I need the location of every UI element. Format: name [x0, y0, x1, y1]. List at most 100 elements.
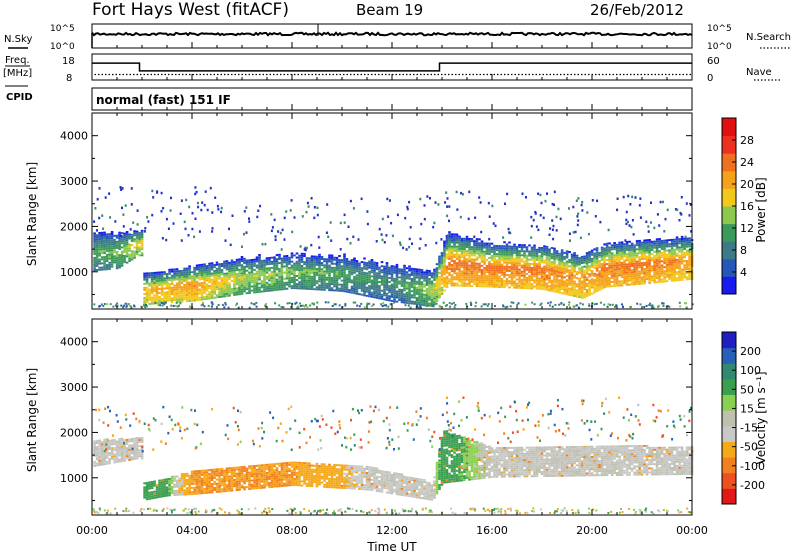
velocity-cell — [140, 439, 144, 441]
power-cell — [385, 284, 389, 287]
power-cell — [623, 267, 626, 270]
power-cell — [510, 270, 514, 273]
power-cell — [523, 272, 526, 275]
power-cell — [688, 265, 691, 268]
power-cell — [585, 258, 589, 261]
velocity-cell — [118, 438, 121, 441]
power-cell — [220, 277, 224, 280]
power-cell — [463, 282, 466, 285]
power-cell — [463, 254, 466, 257]
velocity-cell — [120, 439, 124, 442]
power-cell — [365, 268, 369, 271]
power-cell — [238, 289, 241, 292]
power-cell — [308, 273, 311, 276]
power-cell — [628, 261, 631, 264]
power-cell — [530, 287, 534, 290]
power-cell — [479, 201, 482, 204]
velocity-cell — [103, 438, 106, 441]
power-cell — [670, 275, 674, 278]
power-cell — [328, 264, 331, 267]
power-cell — [338, 283, 341, 286]
power-cell — [668, 305, 671, 308]
power-cell — [299, 304, 302, 307]
power-cell — [490, 285, 494, 288]
power-cell — [125, 251, 129, 254]
power-cell — [260, 270, 264, 273]
power-cell — [580, 284, 584, 287]
power-cell — [250, 281, 254, 284]
power-cell — [260, 286, 264, 289]
power-cell — [508, 253, 511, 256]
power-cell — [298, 277, 301, 280]
power-cell — [210, 293, 214, 295]
power-cell — [550, 285, 554, 288]
power-cell — [623, 273, 626, 276]
power-cell — [458, 270, 461, 273]
power-cell — [455, 274, 459, 277]
power-cell — [675, 273, 679, 276]
power-cell — [668, 245, 671, 248]
power-cell — [545, 284, 549, 287]
power-cell — [590, 284, 594, 287]
power-cell — [318, 286, 321, 289]
velocity-cell — [108, 452, 111, 455]
power-cell — [653, 273, 656, 276]
power-cell — [303, 277, 306, 280]
power-cell — [175, 290, 179, 293]
power-cell — [203, 269, 206, 272]
power-cell — [598, 262, 601, 265]
velocity-cell — [93, 450, 96, 453]
power-cell — [273, 276, 276, 279]
velocity-cell — [160, 483, 164, 486]
power-cell — [573, 260, 576, 263]
power-cell — [98, 234, 101, 237]
velocity-cell — [133, 456, 136, 458]
power-cell — [610, 266, 614, 269]
power-cell — [578, 261, 581, 264]
power-cell — [330, 277, 334, 279]
power-cell — [643, 278, 646, 281]
power-cell — [458, 262, 461, 265]
power-cell — [665, 239, 669, 242]
power-cell — [123, 257, 126, 260]
power-cell — [268, 269, 271, 272]
power-cell — [373, 284, 376, 287]
power-cell — [275, 288, 279, 291]
power-cell — [424, 244, 427, 247]
power-cell — [618, 249, 621, 252]
power-cell — [555, 268, 559, 271]
power-cell — [545, 252, 549, 254]
power-cell — [618, 251, 621, 254]
power-cell — [315, 288, 319, 291]
power-cell — [243, 282, 246, 285]
power-cell — [283, 288, 286, 290]
power-cell — [115, 240, 119, 243]
power-cell — [498, 261, 501, 264]
power-cell — [508, 249, 511, 252]
power-cell — [358, 276, 361, 279]
power-cell — [438, 296, 441, 299]
power-cell — [585, 262, 589, 265]
power-cell — [280, 306, 283, 308]
power-cell — [238, 276, 241, 279]
power-cell — [368, 287, 371, 290]
power-cell — [270, 229, 273, 233]
power-cell — [570, 284, 574, 287]
power-cell — [288, 285, 291, 288]
power-cell — [380, 283, 384, 286]
power-cell — [223, 306, 226, 309]
power-cell — [368, 293, 371, 296]
power-cell — [685, 245, 689, 248]
power-cell — [570, 255, 574, 258]
power-cell — [535, 265, 539, 268]
power-cell — [443, 248, 446, 251]
power-cell — [105, 260, 109, 262]
power-cell — [178, 288, 181, 291]
velocity-cell — [143, 486, 146, 489]
power-cell — [344, 302, 347, 305]
power-cell — [578, 294, 581, 297]
power-cell — [240, 276, 244, 279]
power-cell — [683, 272, 686, 275]
velocity-cell — [98, 457, 101, 460]
power-cell — [180, 294, 184, 297]
